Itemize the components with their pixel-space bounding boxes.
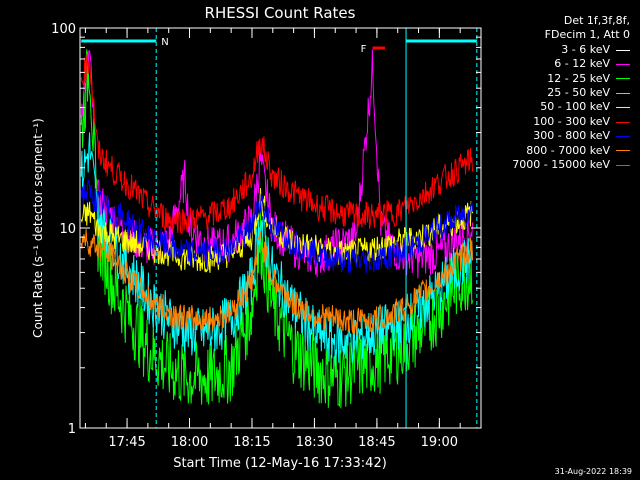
legend-swatch	[616, 78, 630, 80]
y-axis: 1 10 100	[51, 22, 481, 437]
x-tick-label: 17:45	[108, 435, 145, 450]
chart-title: RHESSI Count Rates	[205, 4, 356, 22]
series-layer	[80, 49, 473, 409]
legend-label: 6 - 12 keV	[554, 57, 610, 71]
x-tick-label: 18:45	[358, 435, 395, 450]
legend-swatch	[616, 150, 630, 152]
y-tick-label: 1	[68, 422, 76, 437]
legend-label: 300 - 800 keV	[533, 129, 610, 143]
series-line	[80, 49, 473, 409]
legend-label: 25 - 50 keV	[547, 86, 610, 100]
legend-swatch	[616, 164, 630, 166]
x-tick-label: 18:30	[296, 435, 333, 450]
legend-item: 3 - 6 keV	[480, 43, 630, 57]
x-tick-label: 18:15	[233, 435, 270, 450]
legend-swatch	[616, 49, 630, 51]
legend-item: 300 - 800 keV	[480, 129, 630, 143]
legend-label: 12 - 25 keV	[547, 71, 610, 85]
legend: Det 1f,3f,8f, FDecim 1, Att 0 3 - 6 keV 6…	[480, 14, 630, 172]
legend-item: 50 - 100 keV	[480, 100, 630, 114]
legend-item: 6 - 12 keV	[480, 57, 630, 71]
series-line	[80, 132, 473, 367]
legend-swatch	[616, 92, 630, 94]
annotation-label: N	[161, 37, 168, 48]
x-axis-label: Start Time (12-May-16 17:33:42)	[173, 456, 387, 471]
x-tick-label: 19:00	[421, 435, 458, 450]
series-line	[80, 54, 473, 235]
legend-item: 800 - 7000 keV	[480, 144, 630, 158]
y-tick-label: 10	[59, 222, 76, 237]
series-line	[80, 180, 473, 274]
y-axis-label: Count Rate (s⁻¹ detector segment⁻¹)	[31, 118, 45, 338]
legend-item: 100 - 300 keV	[480, 115, 630, 129]
legend-item: 12 - 25 keV	[480, 72, 630, 86]
x-tick-label: 18:00	[171, 435, 208, 450]
legend-header-line: Det 1f,3f,8f,	[563, 14, 630, 27]
legend-item: 25 - 50 keV	[480, 86, 630, 100]
x-axis: 17:45 18:00 18:15 18:30 18:45 19:00	[84, 28, 482, 450]
legend-swatch	[616, 107, 630, 109]
legend-swatch	[616, 121, 630, 123]
series-line	[80, 229, 473, 336]
legend-item: 7000 - 15000 keV	[480, 158, 630, 172]
legend-label: 100 - 300 keV	[533, 114, 610, 128]
legend-label: 7000 - 15000 keV	[512, 158, 610, 172]
y-tick-label: 100	[51, 22, 76, 37]
legend-label: 3 - 6 keV	[561, 42, 610, 56]
annotation-label: F	[361, 44, 367, 55]
legend-header-line: FDecim 1, Att 0	[544, 28, 630, 42]
legend-label: 50 - 100 keV	[540, 100, 610, 114]
legend-swatch	[616, 63, 630, 65]
legend-label: 800 - 7000 keV	[526, 143, 610, 157]
timestamp: 31-Aug-2022 18:39	[554, 467, 632, 476]
legend-swatch	[616, 135, 630, 137]
